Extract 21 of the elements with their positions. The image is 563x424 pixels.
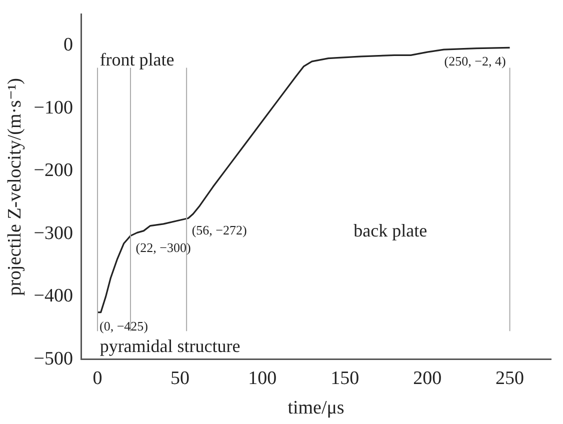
annotation: (22, −300) xyxy=(136,240,191,255)
y-tick-label: −400 xyxy=(34,286,74,307)
x-axis-title: time/μs xyxy=(288,398,344,419)
y-tick-label: 0 xyxy=(64,34,74,56)
annotation: pyramidal structure xyxy=(100,336,240,356)
annotation: (56, −272) xyxy=(192,222,247,238)
x-tick-label: 50 xyxy=(170,368,190,389)
y-tick-label: −300 xyxy=(34,222,74,244)
x-tick-label: 150 xyxy=(330,368,360,389)
annotation: (250, −2, 4) xyxy=(444,54,506,69)
x-tick-label: 100 xyxy=(248,368,277,389)
y-tick-label: −100 xyxy=(34,97,74,118)
annotation: (0, −425) xyxy=(100,318,148,334)
y-tick-label: −200 xyxy=(34,160,74,182)
annotation: front plate xyxy=(100,50,174,70)
y-axis-title: projectile Z-velocity/(m·s⁻¹) xyxy=(4,78,26,296)
x-tick-label: 200 xyxy=(413,368,442,389)
y-tick-label: −500 xyxy=(34,348,74,370)
x-tick-label: 0 xyxy=(92,368,102,389)
x-tick-label: 250 xyxy=(496,368,524,389)
annotation: back plate xyxy=(354,220,428,240)
